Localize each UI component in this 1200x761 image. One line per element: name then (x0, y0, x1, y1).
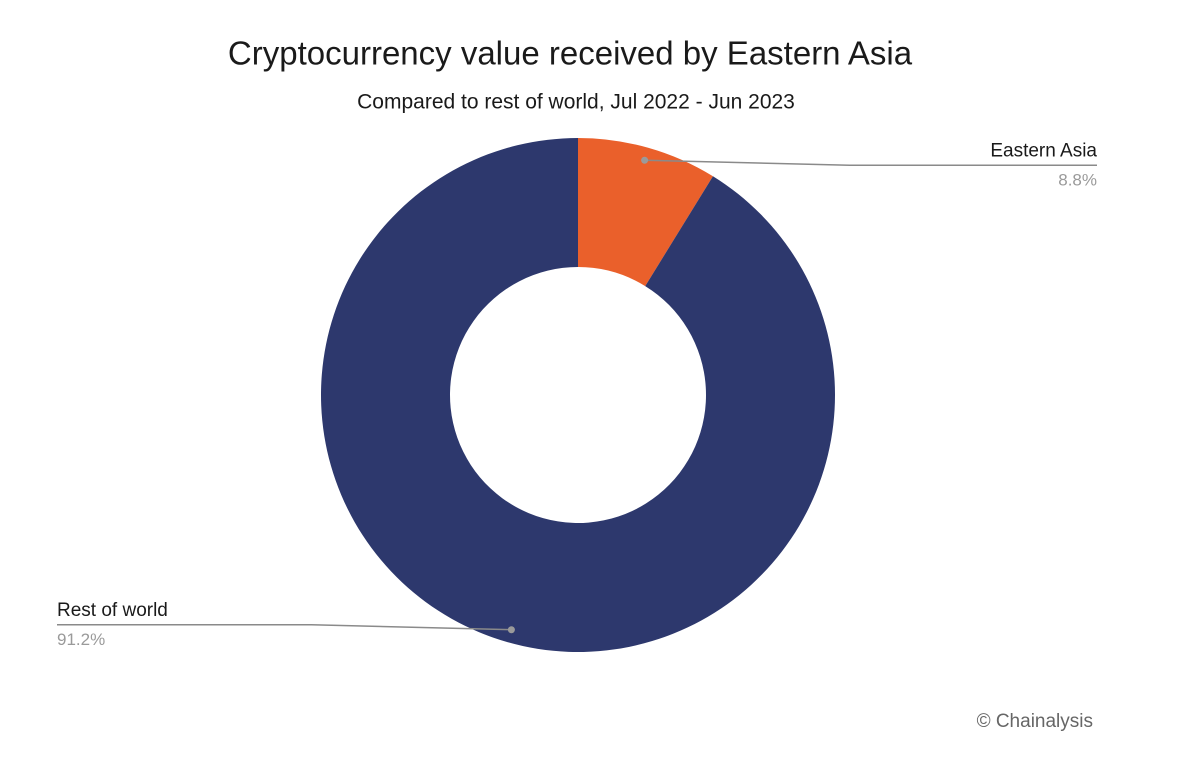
leader-dot (641, 156, 649, 164)
source: © Chainalysis (977, 711, 1093, 732)
legend-label: Rest of world (57, 600, 168, 621)
legend-label: Eastern Asia (990, 140, 1097, 161)
leader-line (57, 623, 512, 631)
donut-slice (321, 138, 835, 652)
leader-dot (507, 626, 515, 634)
data-label: 8.8% (1058, 171, 1097, 190)
leader-line (644, 159, 1097, 167)
data-label: 91.2% (57, 630, 105, 649)
donut-slice (578, 138, 713, 287)
chart-subtitle: Compared to rest of world, Jul 2022 - Ju… (357, 91, 795, 114)
chart-title: Cryptocurrency value received by Eastern… (228, 35, 913, 72)
